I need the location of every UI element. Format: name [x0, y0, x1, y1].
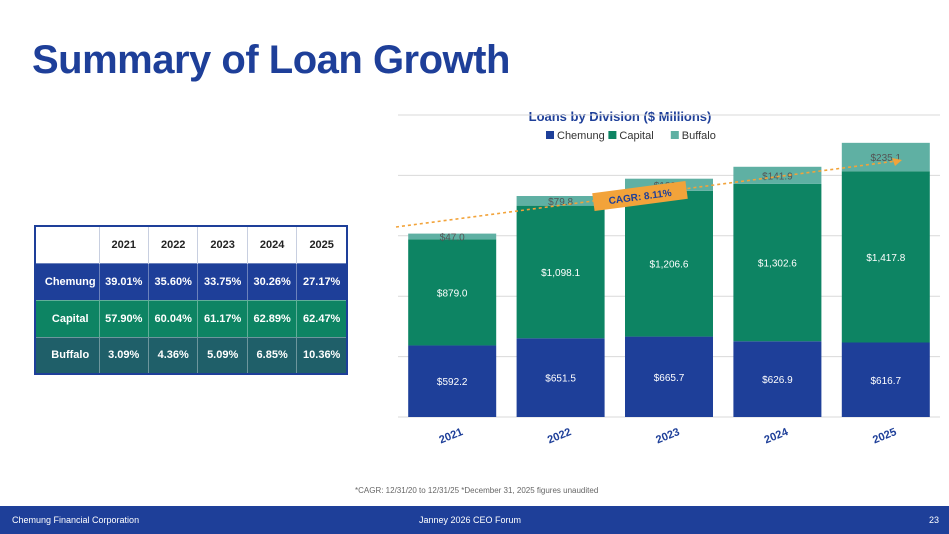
table-header-row: 2021 2022 2023 2024 2025 — [35, 226, 348, 263]
cagr-badge-bg — [592, 180, 688, 212]
table-cell: 39.01% — [99, 262, 149, 300]
x-tick-2023: 2023 — [654, 426, 681, 446]
legend-swatch-capital — [608, 131, 617, 139]
table-cell: 62.47% — [296, 299, 348, 337]
bar-label-buffalo-2021: $47.0 — [440, 232, 465, 243]
bar-capital-2025 — [841, 171, 930, 343]
table-header-cell — [35, 226, 100, 263]
table-cell: 61.17% — [197, 299, 248, 337]
chart-legend: Chemung Capital Buffalo — [546, 130, 716, 142]
bar-label-chemung-2024: $626.9 — [762, 375, 793, 386]
bar-label-chemung-2023: $665.7 — [654, 373, 685, 384]
x-tick-2022: 2022 — [546, 426, 573, 446]
table-cell: 33.75% — [197, 262, 248, 300]
table-header-cell: 2023 — [197, 226, 248, 263]
footer-company: Chemung Financial Corporation — [12, 515, 140, 525]
table-cell: 4.36% — [148, 336, 199, 374]
chart-title: Loans by Division ($ Millions) — [529, 109, 712, 124]
bar-capital-2024 — [733, 183, 822, 342]
bar-label-chemung-2025: $616.7 — [871, 376, 902, 387]
chart-svg: Loans by Division ($ Millions) Chemung Ca… — [395, 109, 940, 447]
bar-chemung-2024 — [733, 341, 822, 417]
bar-label-capital-2021: $879.0 — [437, 288, 468, 299]
table-cell: 62.89% — [247, 299, 298, 337]
row-label: Capital — [35, 299, 100, 337]
bar-label-buffalo-2022: $79.8 — [548, 197, 573, 208]
table-row-buffalo: Buffalo 3.09% 4.36% 5.09% 6.85% 10.36% — [35, 336, 348, 374]
row-label: Chemung — [35, 262, 100, 300]
table-cell: 5.09% — [197, 336, 248, 374]
loans-by-division-chart: Loans by Division ($ Millions) Chemung Ca… — [380, 100, 949, 460]
footer-bar: Chemung Financial Corporation Janney 202… — [0, 506, 949, 534]
table-cell: 6.85% — [247, 336, 298, 374]
loan-mix-table: 2021 2022 2023 2024 2025 Chemung 39.01% … — [34, 225, 348, 375]
bar-label-chemung-2022: $651.5 — [545, 374, 576, 385]
cagr-arrowhead — [892, 158, 902, 166]
table-cell: 30.26% — [247, 262, 298, 300]
x-tick-2025: 2025 — [871, 426, 898, 446]
table-cell: 60.04% — [148, 299, 199, 337]
bar-chemung-2025 — [841, 342, 930, 417]
footnote: *CAGR: 12/31/20 to 12/31/25 *December 31… — [355, 486, 599, 495]
table-header-cell: 2021 — [99, 226, 149, 263]
footer-event: Janney 2026 CEO Forum — [419, 515, 522, 525]
table-header-cell: 2024 — [247, 226, 298, 263]
bar-chemung-2023 — [625, 336, 713, 417]
legend-swatch-chemung — [546, 131, 554, 139]
table-cell: 3.09% — [99, 336, 149, 374]
table-header-cell: 2025 — [296, 226, 348, 263]
bar-label-buffalo-2025: $235.1 — [871, 153, 902, 164]
bar-capital-2021 — [408, 239, 497, 346]
bar-buffalo-2021 — [408, 233, 497, 240]
cagr-annotation: CAGR: 8.11% — [395, 158, 902, 228]
x-tick-2021: 2021 — [437, 426, 464, 446]
bar-capital-2023 — [625, 190, 713, 337]
bar-chemung-2022 — [516, 338, 605, 417]
table-row-chemung: Chemung 39.01% 35.60% 33.75% 30.26% 27.1… — [35, 262, 348, 300]
bar-label-capital-2022: $1,098.1 — [541, 268, 580, 279]
table-row-capital: Capital 57.90% 60.04% 61.17% 62.89% 62.4… — [35, 299, 348, 337]
bar-buffalo-2022 — [516, 196, 605, 206]
bar-label-capital-2023: $1,206.6 — [650, 260, 689, 271]
page-title: Summary of Loan Growth — [32, 38, 510, 82]
bar-label-capital-2024: $1,302.6 — [758, 259, 797, 270]
legend-label-capital: Capital — [619, 130, 653, 142]
table-cell: 35.60% — [148, 262, 199, 300]
legend-label-chemung: Chemung — [557, 130, 605, 142]
table-header-cell: 2022 — [148, 226, 199, 263]
bar-label-capital-2025: $1,417.8 — [866, 253, 905, 264]
legend-label-buffalo: Buffalo — [682, 130, 716, 142]
x-tick-2024: 2024 — [763, 426, 791, 447]
cagr-badge: CAGR: 8.11% — [592, 180, 688, 212]
table-cell: 27.17% — [296, 262, 348, 300]
table-cell: 57.90% — [99, 299, 149, 337]
chart-x-ticks: 2021 2022 2023 2024 2025 — [437, 426, 898, 447]
page-number: 23 — [928, 515, 939, 525]
row-label: Buffalo — [35, 336, 100, 374]
bar-capital-2022 — [516, 205, 605, 339]
bar-chemung-2021 — [408, 345, 497, 417]
legend-swatch-buffalo — [670, 131, 679, 139]
bar-label-chemung-2021: $592.2 — [437, 377, 468, 388]
table-cell: 10.36% — [296, 336, 348, 374]
